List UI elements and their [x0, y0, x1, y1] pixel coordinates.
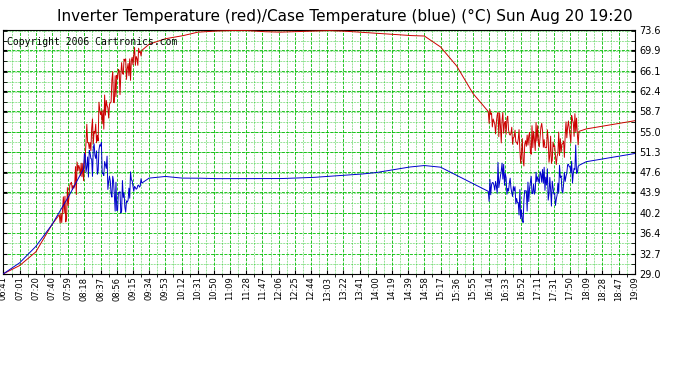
Text: Inverter Temperature (red)/Case Temperature (blue) (°C) Sun Aug 20 19:20: Inverter Temperature (red)/Case Temperat…	[57, 9, 633, 24]
Text: Copyright 2006 Cartronics.com: Copyright 2006 Cartronics.com	[7, 38, 177, 47]
